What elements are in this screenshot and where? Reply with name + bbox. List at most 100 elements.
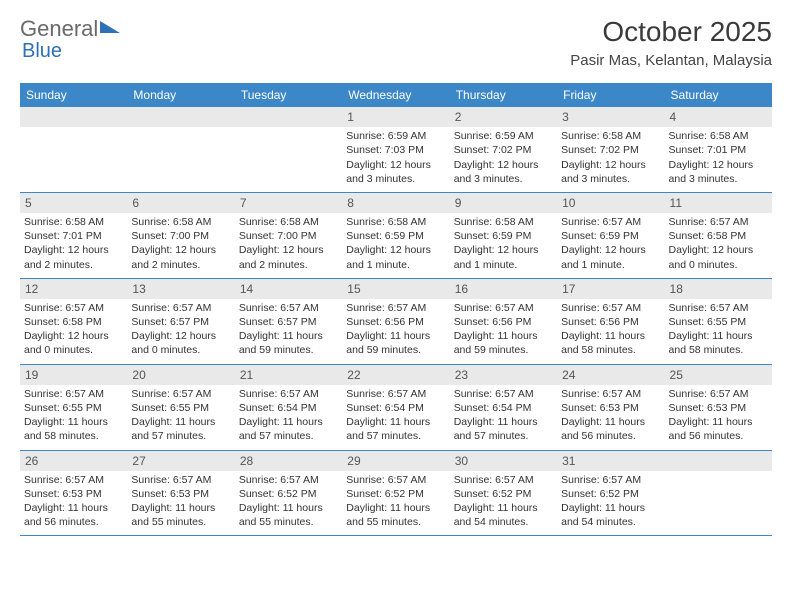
cell-sunrise: Sunrise: 6:57 AM — [454, 301, 553, 315]
calendar-cell — [235, 107, 342, 192]
weekday-header: Tuesday — [235, 83, 342, 107]
cell-daylight1: Daylight: 11 hours — [561, 329, 660, 343]
cell-sunrise: Sunrise: 6:57 AM — [561, 473, 660, 487]
cell-sunrise: Sunrise: 6:57 AM — [131, 473, 230, 487]
day-number-bar: 26 — [20, 451, 127, 471]
cell-daylight2: and 59 minutes. — [454, 343, 553, 357]
cell-daylight1: Daylight: 11 hours — [454, 415, 553, 429]
day-number: 28 — [240, 454, 253, 468]
cell-sunrise: Sunrise: 6:57 AM — [669, 387, 768, 401]
calendar-cell: 26Sunrise: 6:57 AMSunset: 6:53 PMDayligh… — [20, 451, 127, 536]
calendar-cell: 11 Sunrise: 6:57 AMSunset: 6:58 PMDayligh… — [665, 193, 772, 278]
cell-sunset: Sunset: 6:59 PM — [454, 229, 553, 243]
day-number: 3 — [562, 110, 569, 124]
cell-daylight1: Daylight: 12 hours — [131, 243, 230, 257]
cell-daylight1: Daylight: 12 hours — [24, 329, 123, 343]
cell-daylight2: and 56 minutes. — [669, 429, 768, 443]
cell-sunset: Sunset: 6:53 PM — [561, 401, 660, 415]
calendar-cell: 4Sunrise: 6:58 AMSunset: 7:01 PMDaylight… — [665, 107, 772, 192]
cell-daylight2: and 0 minutes. — [131, 343, 230, 357]
cell-daylight1: Daylight: 11 hours — [561, 415, 660, 429]
logo: General — [20, 16, 122, 42]
day-number — [670, 454, 673, 468]
day-number: 29 — [347, 454, 360, 468]
cell-daylight2: and 2 minutes. — [131, 258, 230, 272]
cell-sunrise: Sunrise: 6:57 AM — [131, 387, 230, 401]
cell-daylight2: and 1 minute. — [454, 258, 553, 272]
calendar-cell: 14Sunrise: 6:57 AMSunset: 6:57 PMDayligh… — [235, 279, 342, 364]
cell-daylight1: Daylight: 11 hours — [24, 501, 123, 515]
cell-daylight2: and 0 minutes. — [669, 258, 768, 272]
day-number: 13 — [132, 282, 145, 296]
cell-sunset: Sunset: 6:58 PM — [24, 315, 123, 329]
cell-sunset: Sunset: 6:58 PM — [669, 229, 768, 243]
cell-daylight1: Daylight: 11 hours — [561, 501, 660, 515]
calendar-row: 12Sunrise: 6:57 AMSunset: 6:58 PMDayligh… — [20, 279, 772, 365]
calendar-cell: 1Sunrise: 6:59 AMSunset: 7:03 PMDaylight… — [342, 107, 449, 192]
calendar-cell: 20Sunrise: 6:57 AMSunset: 6:55 PMDayligh… — [127, 365, 234, 450]
cell-daylight1: Daylight: 12 hours — [669, 243, 768, 257]
day-number: 19 — [25, 368, 38, 382]
cell-daylight2: and 3 minutes. — [454, 172, 553, 186]
cell-sunrise: Sunrise: 6:57 AM — [239, 301, 338, 315]
cell-daylight1: Daylight: 11 hours — [669, 415, 768, 429]
cell-daylight1: Daylight: 12 hours — [239, 243, 338, 257]
calendar-cell: 10Sunrise: 6:57 AMSunset: 6:59 PMDayligh… — [557, 193, 664, 278]
cell-sunset: Sunset: 6:55 PM — [24, 401, 123, 415]
cell-daylight1: Daylight: 12 hours — [346, 158, 445, 172]
cell-daylight2: and 3 minutes. — [561, 172, 660, 186]
day-number — [25, 110, 28, 124]
calendar-cell: 23Sunrise: 6:57 AMSunset: 6:54 PMDayligh… — [450, 365, 557, 450]
day-number-bar: 31 — [557, 451, 664, 471]
day-number-bar: 23 — [450, 365, 557, 385]
day-number: 11 — [670, 196, 682, 210]
cell-daylight1: Daylight: 12 hours — [454, 243, 553, 257]
weekday-header: Friday — [557, 83, 664, 107]
cell-daylight1: Daylight: 11 hours — [454, 329, 553, 343]
cell-sunrise: Sunrise: 6:57 AM — [561, 215, 660, 229]
day-number-bar: 22 — [342, 365, 449, 385]
cell-daylight1: Daylight: 11 hours — [239, 415, 338, 429]
cell-daylight2: and 58 minutes. — [24, 429, 123, 443]
day-number-bar: 6 — [127, 193, 234, 213]
day-number: 2 — [455, 110, 462, 124]
cell-sunrise: Sunrise: 6:57 AM — [346, 301, 445, 315]
logo-text-general: General — [20, 16, 98, 42]
cell-sunrise: Sunrise: 6:57 AM — [346, 473, 445, 487]
weekday-header: Thursday — [450, 83, 557, 107]
day-number-bar: 27 — [127, 451, 234, 471]
cell-daylight2: and 55 minutes. — [346, 515, 445, 529]
day-number-bar: 13 — [127, 279, 234, 299]
cell-sunset: Sunset: 6:54 PM — [239, 401, 338, 415]
cell-daylight1: Daylight: 11 hours — [346, 415, 445, 429]
cell-sunset: Sunset: 6:54 PM — [454, 401, 553, 415]
cell-daylight2: and 1 minute. — [346, 258, 445, 272]
calendar-row: 19Sunrise: 6:57 AMSunset: 6:55 PMDayligh… — [20, 365, 772, 451]
day-number-bar: 17 — [557, 279, 664, 299]
cell-daylight2: and 54 minutes. — [561, 515, 660, 529]
day-number-bar: 16 — [450, 279, 557, 299]
cell-daylight2: and 57 minutes. — [131, 429, 230, 443]
calendar: SundayMondayTuesdayWednesdayThursdayFrid… — [20, 83, 772, 536]
cell-sunrise: Sunrise: 6:58 AM — [131, 215, 230, 229]
cell-sunrise: Sunrise: 6:58 AM — [239, 215, 338, 229]
cell-daylight2: and 56 minutes. — [24, 515, 123, 529]
cell-daylight1: Daylight: 12 hours — [131, 329, 230, 343]
day-number: 24 — [562, 368, 575, 382]
day-number: 10 — [562, 196, 575, 210]
day-number-bar: 3 — [557, 107, 664, 127]
cell-sunset: Sunset: 6:59 PM — [561, 229, 660, 243]
cell-daylight1: Daylight: 11 hours — [131, 501, 230, 515]
cell-sunset: Sunset: 7:00 PM — [239, 229, 338, 243]
cell-sunset: Sunset: 6:56 PM — [454, 315, 553, 329]
cell-sunrise: Sunrise: 6:57 AM — [669, 215, 768, 229]
cell-daylight2: and 3 minutes. — [346, 172, 445, 186]
calendar-cell — [665, 451, 772, 536]
cell-sunrise: Sunrise: 6:57 AM — [561, 301, 660, 315]
day-number-bar: 25 — [665, 365, 772, 385]
cell-daylight2: and 55 minutes. — [131, 515, 230, 529]
cell-sunset: Sunset: 6:55 PM — [131, 401, 230, 415]
cell-sunrise: Sunrise: 6:58 AM — [454, 215, 553, 229]
cell-sunset: Sunset: 7:02 PM — [561, 143, 660, 157]
cell-sunset: Sunset: 6:57 PM — [239, 315, 338, 329]
